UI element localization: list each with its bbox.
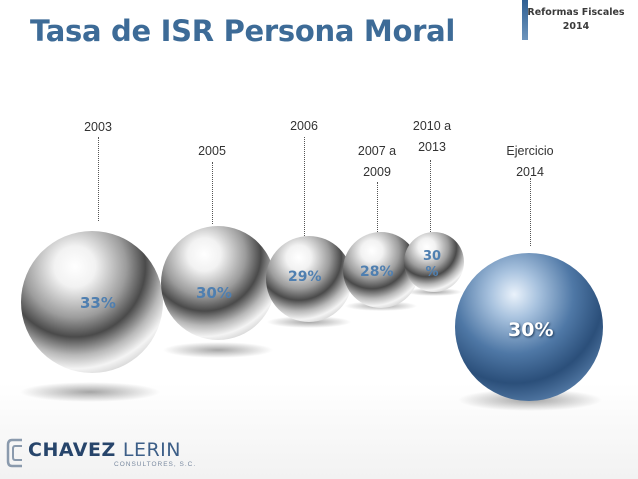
reformas-badge: Reformas Fiscales 2014 xyxy=(522,0,630,44)
year-label: Ejercicio 2014 xyxy=(506,144,554,179)
sphere-2007 xyxy=(343,232,419,308)
logo-mark-icon xyxy=(6,438,22,468)
rate-label: 28% xyxy=(360,264,394,280)
logo-name-light: LERIN xyxy=(122,439,181,461)
connector-2006 xyxy=(304,137,305,236)
sphere-2010 xyxy=(404,232,464,292)
year-label: 2003 xyxy=(84,120,112,134)
rate-label: 30% xyxy=(196,284,232,302)
badge-accent-bar xyxy=(522,0,528,40)
sphere-2006 xyxy=(266,236,352,322)
connector-2007 xyxy=(377,182,378,232)
sphere-2005 xyxy=(161,226,275,340)
rate-label: 33% xyxy=(80,294,116,312)
sphere-2003 xyxy=(21,231,163,373)
logo-name-bold: CHAVEZ xyxy=(28,439,116,461)
connector-2003 xyxy=(98,137,99,221)
rate-label-2014: 30% xyxy=(508,319,554,341)
year-label: 2010 a 2013 xyxy=(412,119,452,154)
sphere-shadow xyxy=(20,382,160,402)
page-title: Tasa de ISR Persona Moral xyxy=(30,14,455,48)
logo-tagline: CONSULTORES, S.C. xyxy=(114,461,197,468)
year-label: 2005 xyxy=(198,144,226,158)
badge-line2: 2014 xyxy=(562,21,590,32)
rate-label: 29% xyxy=(288,269,322,285)
year-label: 2007 a 2009 xyxy=(357,144,397,179)
company-logo: CHAVEZ LERIN CONSULTORES, S.C. xyxy=(6,437,216,471)
connector-2005 xyxy=(212,162,213,224)
badge-label: Reformas Fiscales 2014 xyxy=(522,6,630,34)
rate-label: 30 % xyxy=(422,249,442,280)
year-label: 2006 xyxy=(290,119,318,133)
sphere-2014 xyxy=(455,253,603,401)
badge-line1: Reformas Fiscales xyxy=(527,7,625,18)
connector-2014 xyxy=(530,178,531,246)
logo-text: CHAVEZ LERIN xyxy=(28,439,181,461)
sphere-shadow xyxy=(163,342,273,358)
connector-2010 xyxy=(430,160,431,232)
